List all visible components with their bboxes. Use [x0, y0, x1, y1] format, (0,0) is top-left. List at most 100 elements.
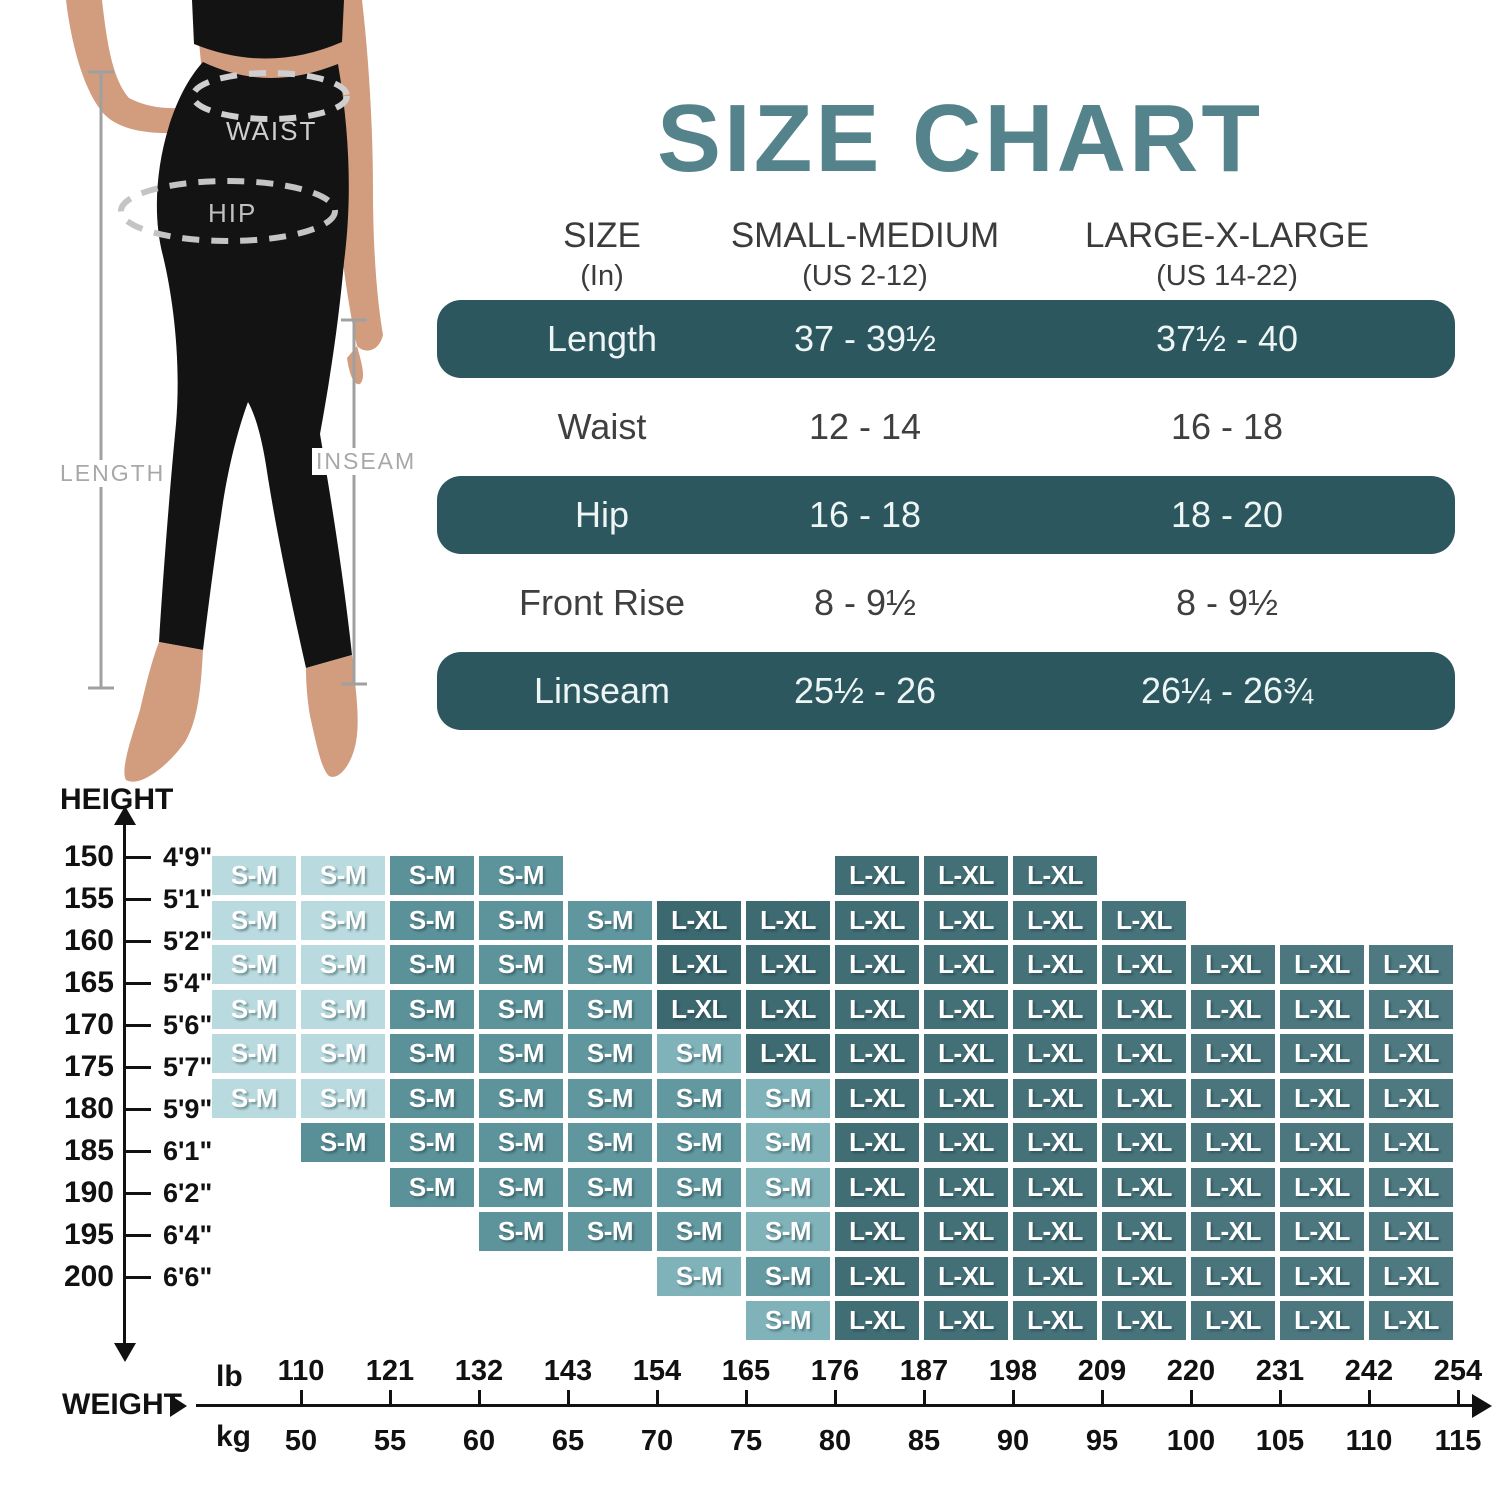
size-table-cell-label: Front Rise [518, 582, 686, 623]
size-table-cell-lxl: 16 - 18 [1170, 406, 1284, 447]
weight-label-arrow [170, 1395, 187, 1417]
grid-cell-lxl: L-XL [746, 900, 830, 940]
grid-cell-sm: S-M [212, 945, 296, 984]
height-cm-label: 180 [63, 1092, 114, 1125]
height-tick [124, 1024, 151, 1027]
grid-cell-sm: S-M [657, 1123, 741, 1162]
weight-kg-label: 115 [1434, 1425, 1482, 1457]
grid-cell-sm: S-M [390, 1167, 474, 1207]
model-figure [66, 0, 383, 782]
size-table-cell-lxl: 26¼ - 26¾ [1140, 670, 1314, 711]
size-table-cell-sm: 8 - 9½ [813, 582, 917, 623]
grid-cell-lxl: L-XL [1191, 1123, 1275, 1162]
weight-tick [1457, 1390, 1460, 1404]
grid-cell-lxl: L-XL [1369, 1212, 1453, 1251]
weight-tick [389, 1390, 392, 1404]
unit-lb-label: lb [216, 1360, 243, 1393]
grid-cell-lxl: L-XL [1191, 1301, 1275, 1340]
height-cm-label: 170 [63, 1008, 114, 1041]
height-cm-label: 175 [63, 1050, 114, 1083]
weight-tick [1190, 1390, 1193, 1404]
grid-cell-lxl: L-XL [657, 989, 741, 1029]
height-tick [124, 1276, 151, 1279]
grid-cell-sm: S-M [390, 1123, 474, 1162]
grid-cell-sm: S-M [746, 1167, 830, 1207]
grid-cell-lxl: L-XL [1102, 1123, 1186, 1162]
height-ft-label: 6'6" [163, 1262, 213, 1292]
grid-cell-sm: S-M [212, 989, 296, 1029]
grid-cell-lxl: L-XL [1013, 1078, 1097, 1118]
grid-cell-lxl: L-XL [924, 856, 1008, 895]
grid-cell-sm: S-M [212, 1078, 296, 1118]
grid-cell-lxl: L-XL [924, 1123, 1008, 1162]
height-cm-label: 195 [63, 1218, 114, 1251]
grid-cell-sm: S-M [746, 1212, 830, 1251]
grid-cell-lxl: L-XL [1369, 1256, 1453, 1296]
height-cm-label: 200 [63, 1260, 114, 1293]
grid-cell-lxl: L-XL [1191, 1078, 1275, 1118]
grid-cell-sm: S-M [301, 945, 385, 984]
grid-cell-lxl: L-XL [1102, 1167, 1186, 1207]
grid-cell-sm: S-M [479, 900, 563, 940]
grid-cell-sm: S-M [657, 1256, 741, 1296]
size-table-cell-lxl: 8 - 9½ [1175, 582, 1279, 623]
grid-cell-lxl: L-XL [835, 900, 919, 940]
weight-tick [656, 1390, 659, 1404]
weight-kg-label: 100 [1166, 1425, 1216, 1457]
weight-tick [300, 1390, 303, 1404]
size-table-cell-lxl: 37½ - 40 [1155, 318, 1299, 359]
grid-cell-sm: S-M [390, 1034, 474, 1073]
grid-cell-sm: S-M [568, 945, 652, 984]
height-axis-arrow-up [114, 806, 136, 825]
grid-cell-sm: S-M [390, 989, 474, 1029]
grid-cell-lxl: L-XL [1369, 1034, 1453, 1073]
height-ft-label: 5'2" [163, 926, 213, 956]
grid-cell-lxl: L-XL [1191, 1034, 1275, 1073]
grid-cell-sm: S-M [568, 1034, 652, 1073]
grid-cell-sm: S-M [390, 856, 474, 895]
weight-axis-title: WEIGHT [62, 1388, 182, 1421]
hip-measure-ellipse [118, 178, 338, 244]
grid-cell-lxl: L-XL [835, 856, 919, 895]
grid-cell-lxl: L-XL [835, 1212, 919, 1251]
waist-measure-ellipse [190, 70, 350, 122]
weight-tick [1101, 1390, 1104, 1404]
size-table-cell-label: Waist [557, 406, 647, 447]
grid-cell-sm: S-M [301, 1034, 385, 1073]
size-table-row: Waist 12 - 14 16 - 18 [437, 388, 1455, 466]
height-ft-label: 5'1" [163, 884, 213, 914]
grid-cell-lxl: L-XL [924, 989, 1008, 1029]
grid-cell-sm: S-M [479, 1167, 563, 1207]
grid-cell-sm: S-M [746, 1301, 830, 1340]
grid-cell-lxl: L-XL [1280, 1034, 1364, 1073]
grid-cell-lxl: L-XL [1280, 1301, 1364, 1340]
weight-kg-label: 95 [1085, 1425, 1119, 1457]
weight-kg-label: 110 [1345, 1425, 1393, 1457]
grid-cell-sm: S-M [568, 1167, 652, 1207]
height-axis-arrow-down [114, 1343, 136, 1362]
grid-cell-lxl: L-XL [1280, 1123, 1364, 1162]
weight-lb-label: 209 [1077, 1355, 1127, 1387]
size-table-cell-sm: 37 - 39½ [793, 318, 937, 359]
height-cm-label: 185 [63, 1134, 114, 1167]
model-leggings [156, 62, 352, 668]
header-size: SIZE (In) [563, 216, 641, 292]
page-title: SIZE CHART [657, 85, 1263, 192]
weight-tick [1368, 1390, 1371, 1404]
height-tick [124, 1234, 151, 1237]
grid-cell-sm: S-M [479, 945, 563, 984]
weight-lb-label: 198 [988, 1355, 1038, 1387]
weight-kg-label: 105 [1255, 1425, 1305, 1457]
grid-cell-lxl: L-XL [1102, 945, 1186, 984]
grid-cell-lxl: L-XL [1013, 945, 1097, 984]
height-ft-label: 6'4" [163, 1220, 213, 1250]
grid-cell-sm: S-M [746, 1078, 830, 1118]
grid-cell-lxl: L-XL [835, 1301, 919, 1340]
header-large-xlarge: LARGE-X-LARGE (US 14-22) [1085, 216, 1369, 292]
grid-cell-lxl: L-XL [1280, 945, 1364, 984]
grid-cell-lxl: L-XL [1369, 1167, 1453, 1207]
grid-cell-lxl: L-XL [1191, 1167, 1275, 1207]
grid-cell-sm: S-M [479, 1123, 563, 1162]
grid-cell-lxl: L-XL [835, 1167, 919, 1207]
size-table-cell-sm: 16 - 18 [808, 494, 922, 535]
